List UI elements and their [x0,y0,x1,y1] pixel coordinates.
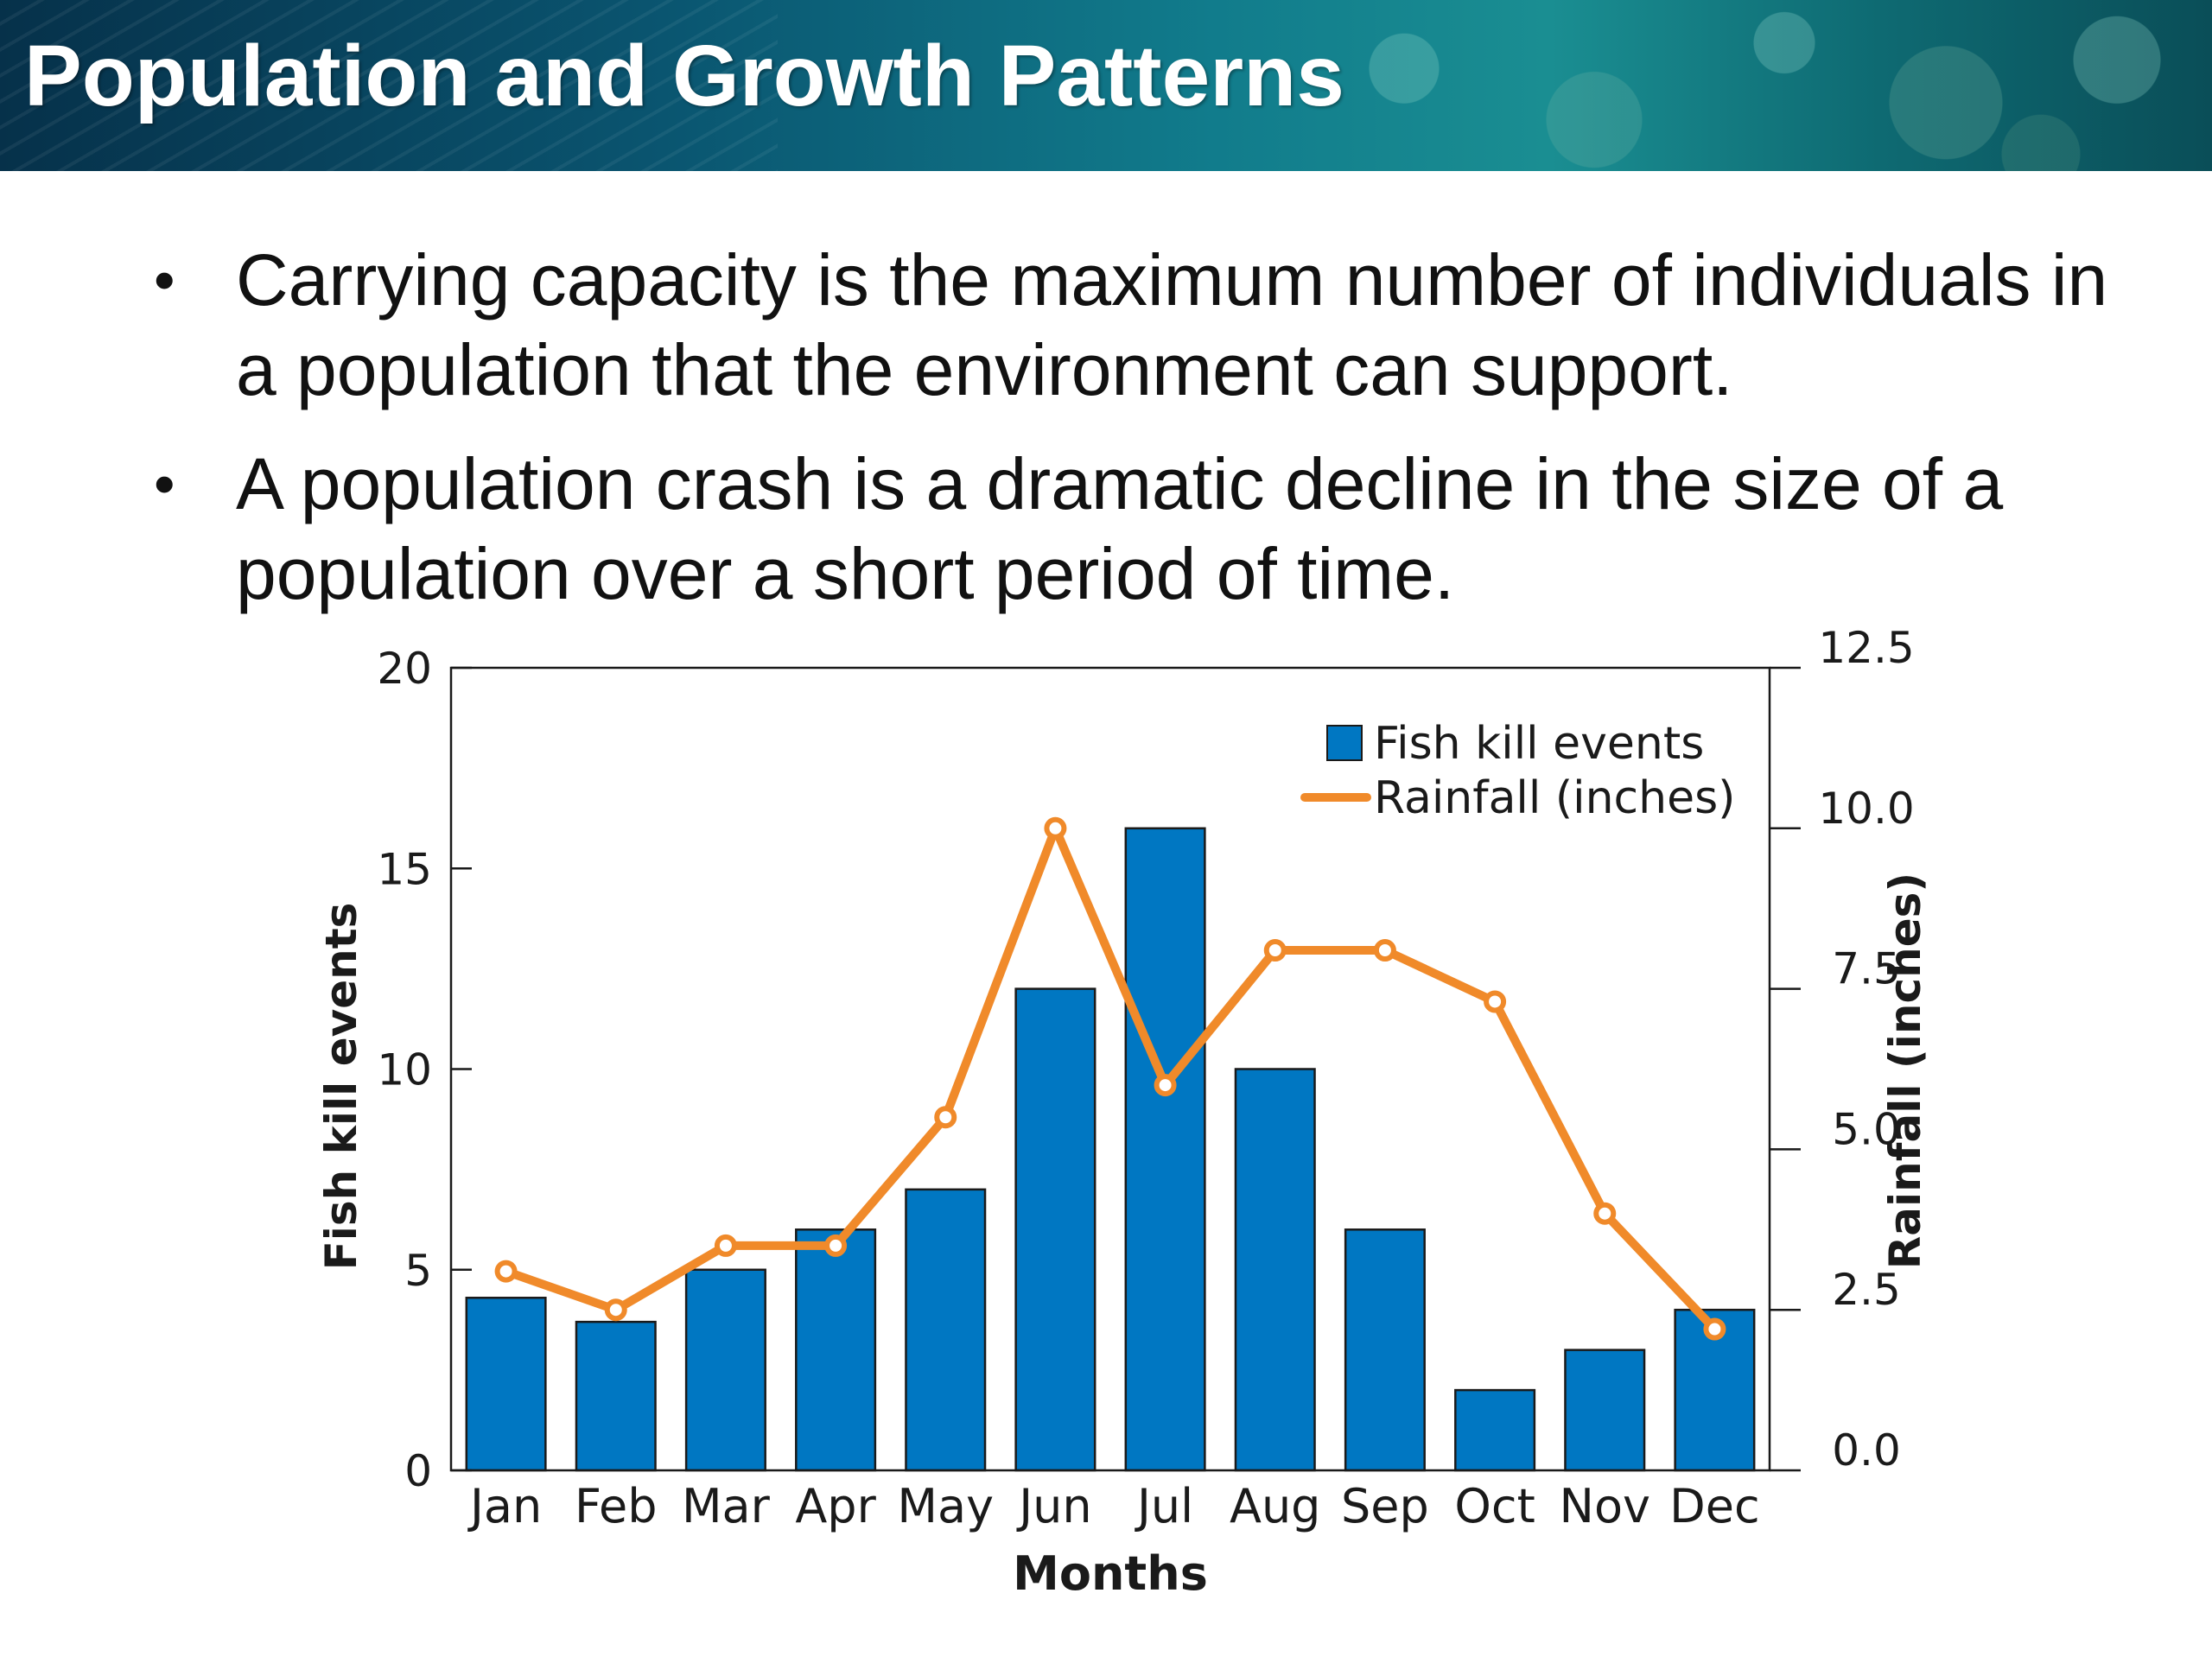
x-tick-label: Sep [1341,1479,1429,1533]
bullet-text: A population crash is a dramatic decline… [236,443,2004,614]
left-tick-label: 15 [377,844,432,894]
x-tick-label: Aug [1230,1479,1320,1533]
rainfall-point-feb [604,1298,627,1322]
left-tick-label: 5 [404,1246,432,1296]
legend-label-fish-kill: Fish kill events [1374,718,1704,770]
x-tick-label: Jul [1135,1479,1193,1533]
legend-label-rainfall: Rainfall (inches) [1374,772,1735,824]
bar-aug [1234,1068,1316,1472]
right-axis-title: Rainfall (inches) [1880,873,1930,1270]
slide-header: Population and Growth Patterns [0,0,2212,171]
bar-jul [1124,827,1206,1472]
left-tick-label: 0 [404,1446,432,1496]
bar-jun [1014,987,1096,1472]
axes-layer: 0 5 10 15 20 0.0 2.5 5.0 7.5 10.0 12.5 Jan Feb Mar Apr… [316,623,1930,1601]
slide-title: Population and Growth Patterns [24,28,1344,124]
x-tick-label: Dec [1669,1479,1760,1533]
rainfall-point-jun [1044,816,1067,840]
x-tick-label: Apr [795,1479,876,1533]
bar-jan [465,1297,547,1472]
rainfall-point-oct [1484,990,1507,1013]
rainfall-point-nov [1593,1202,1617,1225]
bullet-list: • Carrying capacity is the maximum numbe… [147,235,2160,643]
rainfall-line [501,823,1719,1334]
rainfall-point-may [934,1106,957,1129]
bar-oct [1454,1388,1536,1472]
rainfall-point-jan [494,1260,518,1283]
right-tick-label: 10.0 [1818,784,1914,834]
right-tick-label: 2.5 [1832,1265,1901,1315]
rainfall-point-mar [714,1234,737,1257]
bullet-dot-icon: • [154,450,175,517]
bullet-text: Carrying capacity is the maximum number … [236,239,2108,410]
bullet-dot-icon: • [154,246,175,314]
bullet-item: • A population crash is a dramatic decli… [147,439,2160,619]
left-axis-title: Fish kill events [316,903,366,1271]
bar-may [905,1188,987,1472]
bullet-item: • Carrying capacity is the maximum numbe… [147,235,2160,415]
right-tick-label: 12.5 [1818,623,1914,673]
x-tick-label: Oct [1454,1479,1535,1533]
x-tick-label: Mar [682,1479,771,1533]
bar-feb [575,1320,657,1472]
legend-bar-swatch [1326,725,1363,761]
bar-mar [684,1268,766,1472]
rainfall-point-sep [1373,939,1396,962]
x-tick-label: Jan [467,1479,542,1533]
right-tick-label: 0.0 [1832,1425,1901,1476]
x-tick-label: Nov [1560,1479,1650,1533]
left-tick-label: 20 [377,644,432,694]
right-tick-label: 7.5 [1832,944,1901,994]
header-background-pattern [0,0,778,171]
x-tick-label: Jun [1016,1479,1091,1533]
bar-apr [795,1228,877,1472]
x-tick-label: Feb [575,1479,658,1533]
bar-sep [1344,1228,1426,1472]
rainfall-point-dec [1703,1317,1726,1341]
bars-layer [465,827,1756,1472]
right-tick-label: 5.0 [1832,1104,1901,1154]
line-layer [494,816,1726,1341]
rainfall-point-jul [1154,1074,1177,1097]
x-tick-label: May [897,1479,994,1533]
left-tick-label: 10 [377,1045,432,1095]
x-axis-title: Months [1013,1546,1208,1601]
bar-nov [1564,1349,1646,1472]
rainfall-point-apr [824,1234,848,1257]
rainfall-point-aug [1263,939,1287,962]
header-coral-decoration [1262,0,2212,171]
